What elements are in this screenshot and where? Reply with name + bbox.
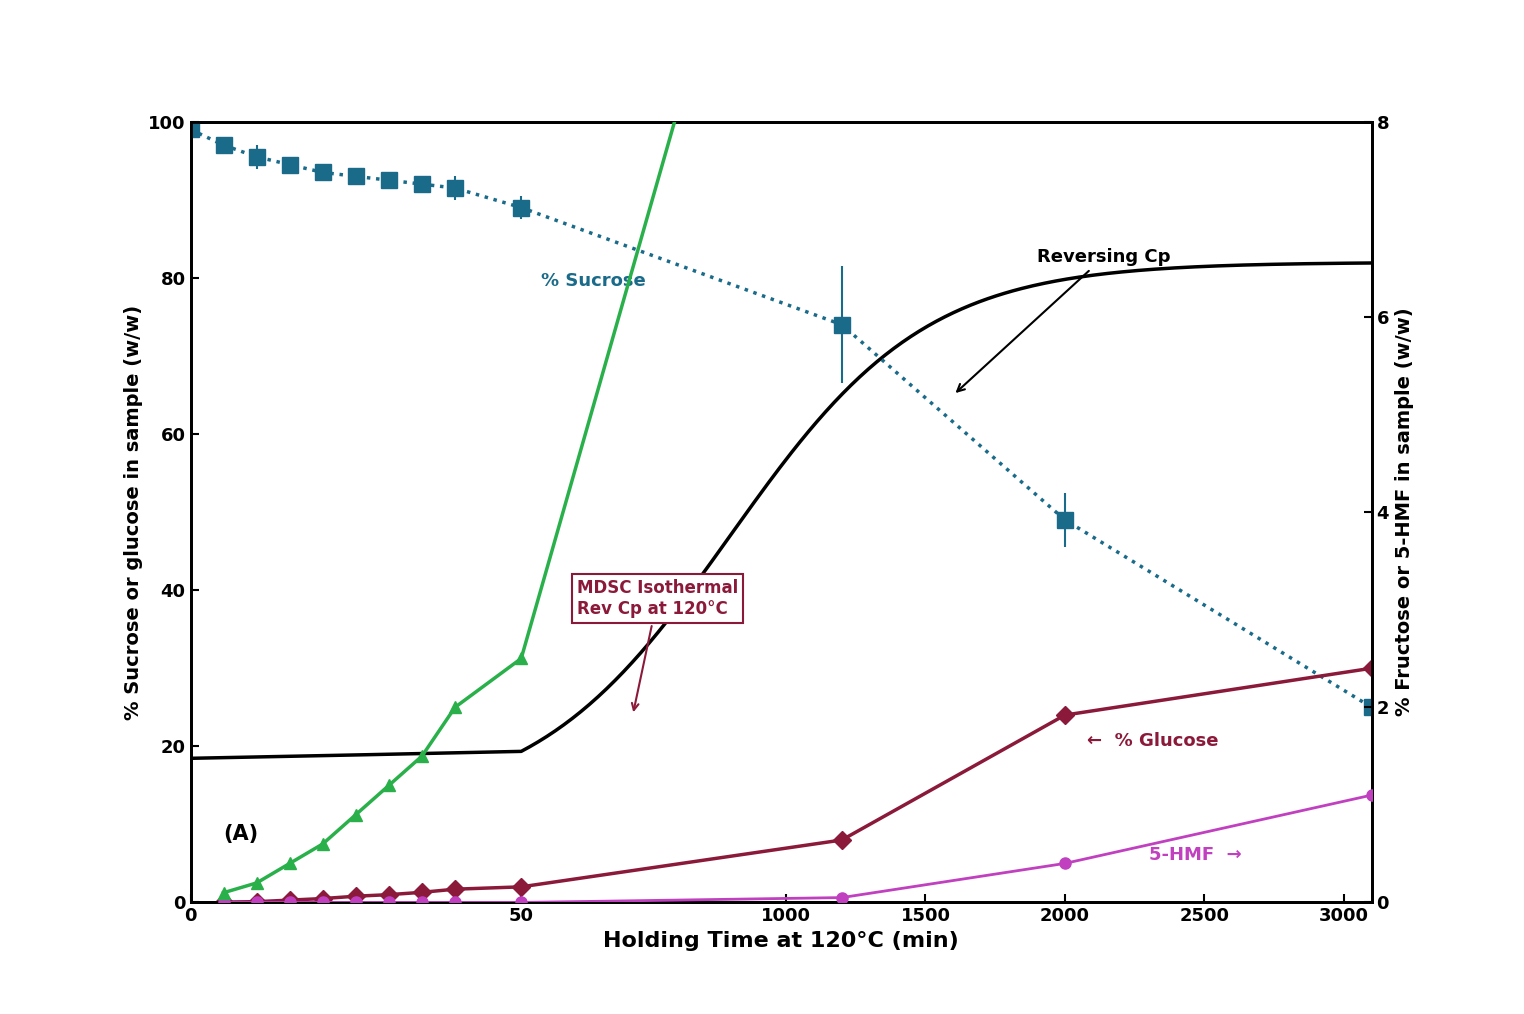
Text: ←  % Glucose: ← % Glucose xyxy=(1087,732,1219,750)
Y-axis label: % Fructose or 5-HMF in sample (w/w): % Fructose or 5-HMF in sample (w/w) xyxy=(1394,308,1414,716)
X-axis label: Holding Time at 120°C (min): Holding Time at 120°C (min) xyxy=(604,931,959,951)
Text: MDSC Isothermal
Rev Cp at 120°C: MDSC Isothermal Rev Cp at 120°C xyxy=(578,579,738,710)
Text: Reversing Cp: Reversing Cp xyxy=(957,248,1170,391)
Text: % Sucrose: % Sucrose xyxy=(541,272,646,290)
Text: (A): (A) xyxy=(224,824,259,844)
Text: 5-HMF  →: 5-HMF → xyxy=(1149,846,1241,864)
Y-axis label: % Sucrose or glucose in sample (w/w): % Sucrose or glucose in sample (w/w) xyxy=(123,304,143,720)
